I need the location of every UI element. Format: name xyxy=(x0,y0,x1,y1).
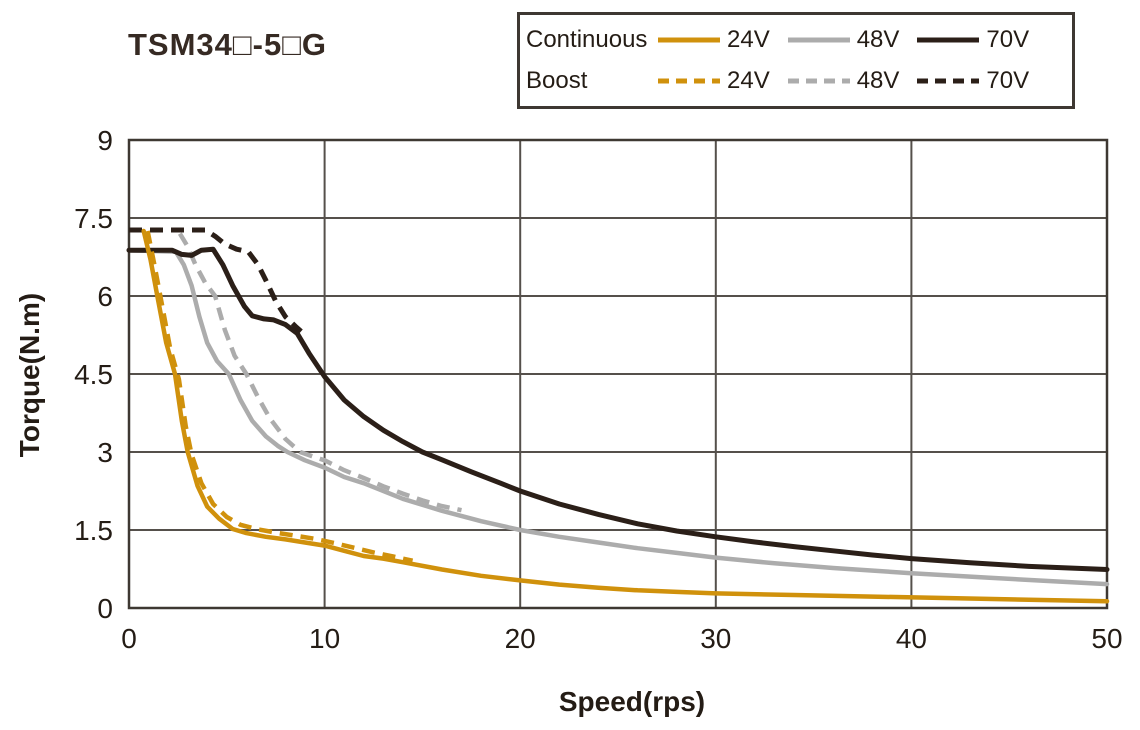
legend-entry-label: 48V xyxy=(856,25,900,53)
solid-line-swatch-48v-icon xyxy=(787,37,850,43)
dashed-line-swatch-48v-icon xyxy=(787,78,850,84)
x-tick-label: 10 xyxy=(309,623,340,654)
legend-entry-boost-70v: 70V xyxy=(915,67,1045,95)
curve-continuous-24v xyxy=(141,228,1110,604)
curve-continuous-48v xyxy=(126,247,1110,587)
chart-title: TSM34□-5□G xyxy=(128,27,328,62)
legend-entry-label: 48V xyxy=(856,67,900,95)
legend-entry-label: 24V xyxy=(727,25,770,53)
y-tick-label: 6 xyxy=(97,281,113,312)
legend-row-continuous: Continuous 24V 48V 70V xyxy=(526,19,1066,61)
dashed-line-swatch-70v-icon xyxy=(917,78,980,84)
x-tick-label: 30 xyxy=(700,623,731,654)
x-tick-label: 20 xyxy=(505,623,536,654)
curve-continuous-70v xyxy=(126,246,1110,572)
y-axis-title: Torque(N.m) xyxy=(14,292,45,458)
plot-border xyxy=(127,138,1109,610)
legend-entry-boost-24v: 24V xyxy=(656,67,786,95)
curve-boost-48v xyxy=(177,232,462,513)
x-tick-label: 50 xyxy=(1091,623,1122,654)
legend-entry-label: 70V xyxy=(986,25,1030,53)
y-tick-label: 3 xyxy=(97,437,113,468)
x-axis-title: Speed(rps) xyxy=(558,686,706,717)
legend-entry-boost-48v: 48V xyxy=(786,67,916,95)
y-tick-label: 1.5 xyxy=(74,515,113,546)
solid-line-swatch-24v-icon xyxy=(658,37,720,43)
legend-entry-continuous-48v: 48V xyxy=(786,26,916,54)
curve-boost-70v xyxy=(129,227,303,334)
y-tick-label: 0 xyxy=(97,593,113,624)
dashed-line-swatch-24v-icon xyxy=(658,78,720,84)
legend-entry-continuous-24v: 24V xyxy=(656,26,786,54)
x-tick-label: 0 xyxy=(121,623,137,654)
legend-row-boost: Boost 24V 48V 70V xyxy=(526,61,1066,103)
chart-legend: Continuous 24V 48V 70V Boost 24V 48V xyxy=(517,12,1075,109)
curve-boost-24v xyxy=(145,230,414,563)
y-tick-label: 4.5 xyxy=(74,359,113,390)
legend-mode-label: Continuous xyxy=(526,25,648,53)
solid-line-swatch-70v-icon xyxy=(917,37,980,43)
x-tick-label: 40 xyxy=(896,623,927,654)
legend-entry-label: 24V xyxy=(727,67,770,95)
legend-entry-continuous-70v: 70V xyxy=(915,26,1045,54)
legend-mode-label: Boost xyxy=(526,67,588,95)
y-tick-label: 9 xyxy=(97,125,113,156)
y-tick-label: 7.5 xyxy=(74,203,113,234)
legend-entry-label: 70V xyxy=(986,67,1030,95)
